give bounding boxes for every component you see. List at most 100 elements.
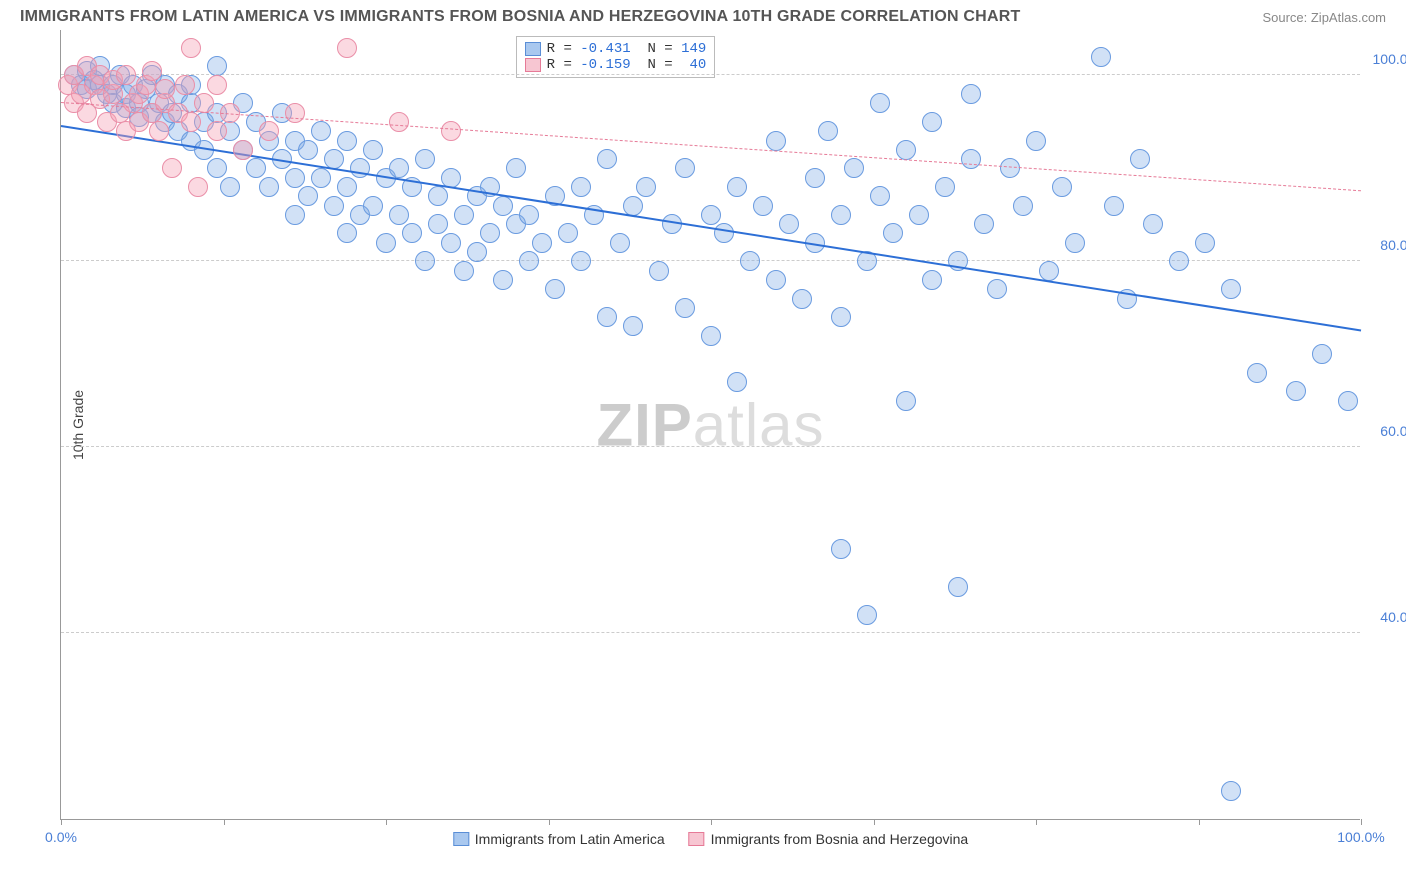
data-point (467, 242, 487, 262)
data-point (389, 112, 409, 132)
data-point (1312, 344, 1332, 364)
data-point (571, 251, 591, 271)
data-point (870, 186, 890, 206)
data-point (246, 158, 266, 178)
data-point (480, 223, 500, 243)
data-point (909, 205, 929, 225)
data-point (298, 186, 318, 206)
data-point (519, 205, 539, 225)
data-point (766, 131, 786, 151)
gridline (61, 74, 1360, 75)
data-point (896, 140, 916, 160)
stat-text: R = -0.159 N = 40 (547, 57, 707, 73)
data-point (1065, 233, 1085, 253)
data-point (558, 223, 578, 243)
data-point (324, 196, 344, 216)
data-point (454, 205, 474, 225)
stat-text: R = -0.431 N = 149 (547, 41, 707, 57)
data-point (831, 539, 851, 559)
x-tick (61, 819, 62, 825)
data-point (363, 196, 383, 216)
x-tick (549, 819, 550, 825)
data-point (597, 149, 617, 169)
data-point (162, 158, 182, 178)
data-point (428, 214, 448, 234)
data-point (740, 251, 760, 271)
data-point (701, 205, 721, 225)
data-point (1338, 391, 1358, 411)
data-point (149, 121, 169, 141)
data-point (1221, 279, 1241, 299)
gridline (61, 632, 1360, 633)
data-point (233, 140, 253, 160)
data-point (974, 214, 994, 234)
data-point (116, 65, 136, 85)
data-point (428, 186, 448, 206)
data-point (948, 577, 968, 597)
data-point (623, 316, 643, 336)
data-point (220, 177, 240, 197)
legend-item: Immigrants from Bosnia and Herzegovina (689, 831, 969, 847)
data-point (415, 251, 435, 271)
y-tick-label: 40.0% (1380, 609, 1406, 625)
data-point (350, 158, 370, 178)
data-point (493, 270, 513, 290)
data-point (1143, 214, 1163, 234)
data-point (175, 75, 195, 95)
data-point (701, 326, 721, 346)
data-point (1000, 158, 1020, 178)
data-point (961, 84, 981, 104)
data-point (402, 223, 422, 243)
data-point (142, 61, 162, 81)
data-point (1221, 781, 1241, 801)
data-point (415, 149, 435, 169)
legend-label: Immigrants from Latin America (475, 831, 665, 847)
stat-row: R = -0.431 N = 149 (525, 41, 707, 57)
data-point (337, 38, 357, 58)
data-point (1104, 196, 1124, 216)
data-point (636, 177, 656, 197)
data-point (961, 149, 981, 169)
data-point (337, 177, 357, 197)
data-point (649, 261, 669, 281)
data-point (1091, 47, 1111, 67)
x-tick (711, 819, 712, 825)
source-label: Source: ZipAtlas.com (1262, 10, 1386, 25)
data-point (207, 121, 227, 141)
data-point (935, 177, 955, 197)
data-point (181, 112, 201, 132)
data-point (441, 121, 461, 141)
data-point (285, 103, 305, 123)
data-point (1286, 381, 1306, 401)
x-tick-label: 100.0% (1337, 829, 1384, 845)
data-point (389, 158, 409, 178)
data-point (753, 196, 773, 216)
gridline (61, 446, 1360, 447)
data-point (363, 140, 383, 160)
data-point (883, 223, 903, 243)
data-point (675, 298, 695, 318)
data-point (519, 251, 539, 271)
x-tick (224, 819, 225, 825)
data-point (922, 112, 942, 132)
data-point (454, 261, 474, 281)
data-point (1013, 196, 1033, 216)
data-point (376, 233, 396, 253)
data-point (610, 233, 630, 253)
data-point (870, 93, 890, 113)
data-point (1130, 149, 1150, 169)
correlation-stats-box: R = -0.431 N = 149R = -0.159 N = 40 (516, 36, 716, 78)
data-point (155, 79, 175, 99)
data-point (181, 38, 201, 58)
data-point (506, 158, 526, 178)
data-point (259, 121, 279, 141)
trend-line (61, 125, 1361, 331)
data-point (727, 372, 747, 392)
x-tick (1361, 819, 1362, 825)
data-point (493, 196, 513, 216)
data-point (188, 177, 208, 197)
y-tick-label: 60.0% (1380, 423, 1406, 439)
data-point (311, 168, 331, 188)
data-point (805, 168, 825, 188)
data-point (285, 168, 305, 188)
